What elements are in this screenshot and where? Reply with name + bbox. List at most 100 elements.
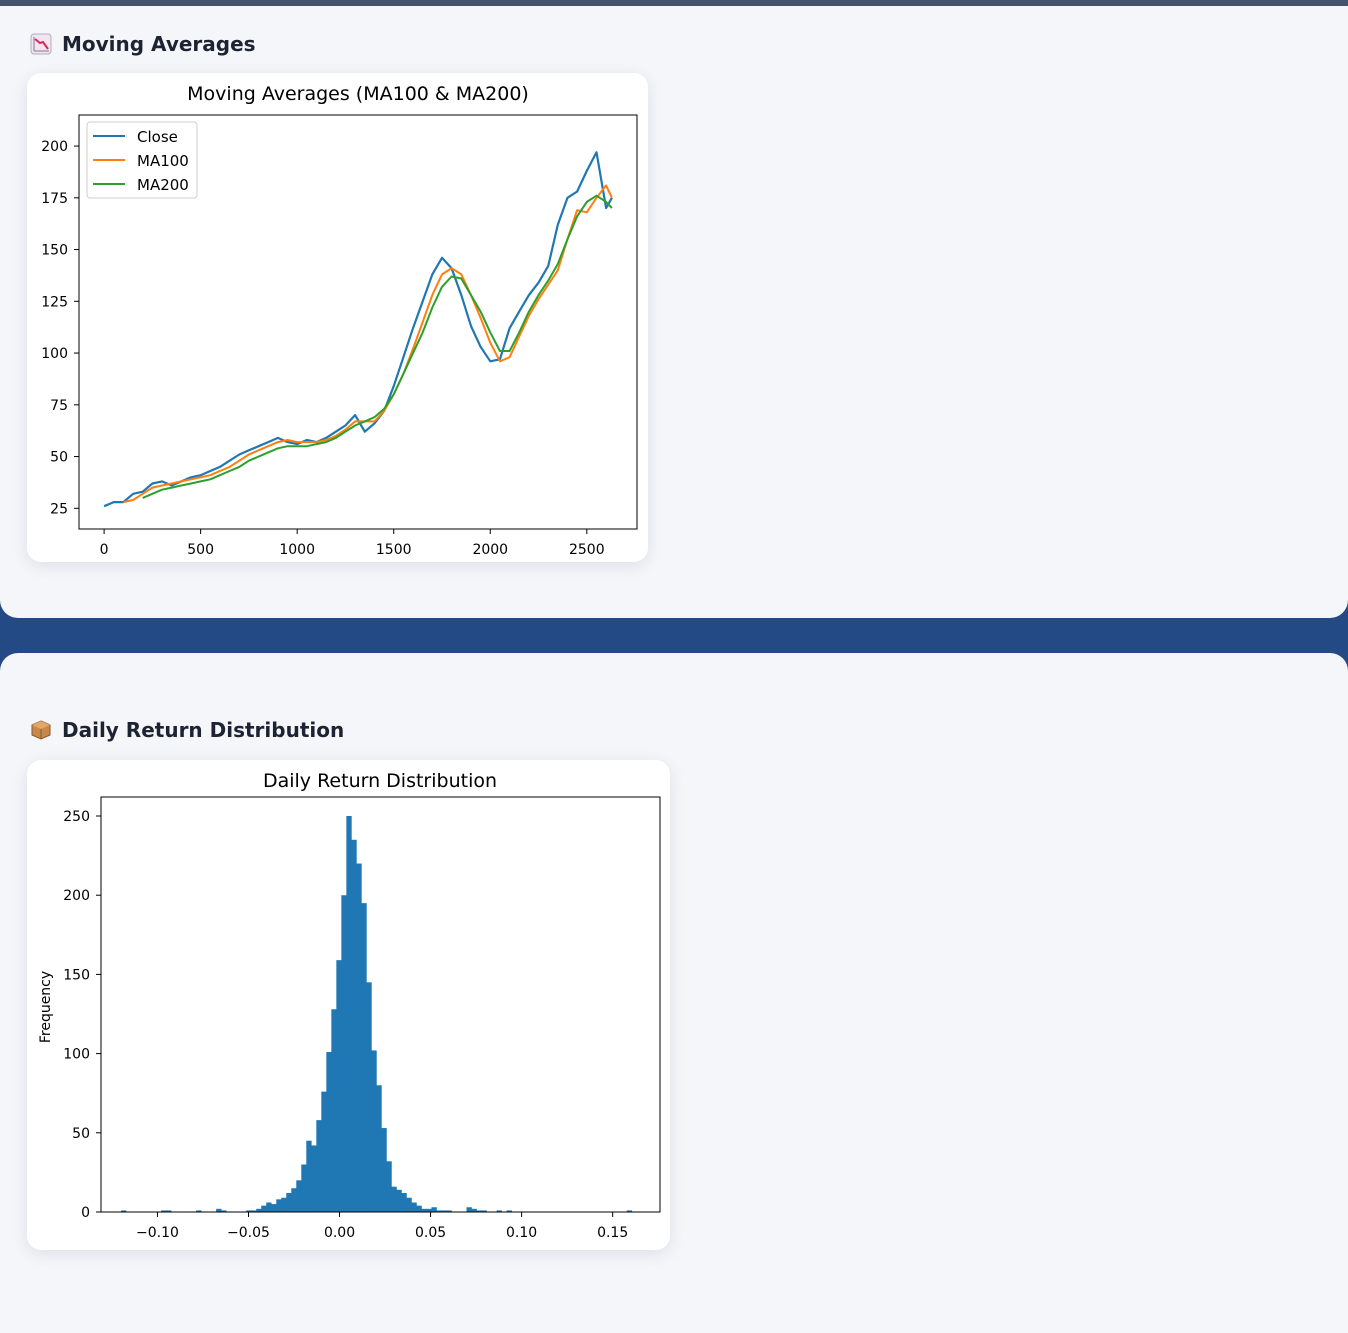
y-tick-label: 25 xyxy=(50,501,68,517)
histogram-bar xyxy=(216,1208,222,1212)
histogram-bar xyxy=(346,816,352,1212)
histogram-bar xyxy=(161,1210,167,1212)
histogram-bar xyxy=(331,1009,337,1212)
histogram-bar xyxy=(351,839,357,1212)
histogram-bar xyxy=(476,1210,482,1212)
histogram-bar xyxy=(121,1210,127,1212)
axis-ticks: 0 500 1000 1500 2000 2500 25 50 75 100 125 150 175 20… xyxy=(41,139,604,558)
chart-title: Daily Return Distribution xyxy=(263,770,497,792)
histogram-bar xyxy=(411,1202,417,1212)
histogram-bar xyxy=(356,863,362,1212)
histogram-bar xyxy=(426,1208,432,1212)
y-tick-label: 200 xyxy=(41,139,68,155)
histogram-bar xyxy=(256,1208,262,1212)
y-tick-label: 100 xyxy=(41,346,68,362)
histogram-bar xyxy=(196,1210,202,1212)
legend: Close MA100 MA200 xyxy=(86,121,198,199)
x-tick-label: −0.10 xyxy=(136,1225,179,1241)
y-tick-label: 50 xyxy=(72,1126,90,1142)
histogram-bar xyxy=(261,1205,267,1212)
histogram-bar xyxy=(296,1180,302,1212)
histogram-bar xyxy=(291,1188,297,1212)
histogram-bar xyxy=(286,1192,292,1212)
histogram-bar xyxy=(416,1205,422,1212)
series-line-ma200 xyxy=(142,194,613,499)
histogram-bar xyxy=(311,1145,317,1212)
histogram-bar xyxy=(166,1210,172,1212)
moving-averages-card: Moving Averages (MA100 & MA200) 0 500 1000… xyxy=(27,73,648,562)
y-tick-label: 175 xyxy=(41,191,68,207)
section-title-text: Moving Averages xyxy=(62,32,256,56)
legend-label-close: Close xyxy=(137,128,178,146)
y-tick-label: 100 xyxy=(63,1047,90,1063)
histogram-bar xyxy=(481,1210,487,1212)
legend-label-ma200: MA200 xyxy=(137,176,189,194)
histogram-bar xyxy=(466,1207,472,1212)
moving-averages-panel: Moving Averages Moving Averages (MA100 &… xyxy=(0,6,1348,618)
histogram-bar xyxy=(366,982,372,1212)
x-tick-label: 2500 xyxy=(569,542,605,558)
histogram-bar xyxy=(376,1085,382,1212)
axis-ticks: −0.10 −0.05 0.00 0.05 0.10 0.15 0 50 100 150 200 25… xyxy=(63,809,628,1241)
x-tick-label: −0.05 xyxy=(227,1225,270,1241)
top-strip xyxy=(0,0,1348,6)
histogram-bar xyxy=(496,1210,502,1212)
histogram-bar xyxy=(471,1208,477,1212)
y-tick-label: 0 xyxy=(81,1205,90,1221)
histogram-bar xyxy=(281,1197,287,1212)
x-tick-label: 0.00 xyxy=(324,1225,355,1241)
histogram-bar xyxy=(401,1192,407,1212)
x-tick-label: 0.10 xyxy=(506,1225,537,1241)
section-title-text: Daily Return Distribution xyxy=(62,718,345,742)
histogram-bar xyxy=(371,1050,377,1212)
histogram-bar xyxy=(316,1120,322,1212)
x-tick-label: 0 xyxy=(100,542,109,558)
histogram-bar xyxy=(306,1140,312,1212)
chart-decreasing-icon xyxy=(30,33,52,55)
series-line-ma100 xyxy=(123,184,613,504)
x-tick-label: 0.15 xyxy=(597,1225,628,1241)
histogram-bars xyxy=(121,816,633,1212)
x-tick-label: 0.05 xyxy=(415,1225,446,1241)
y-tick-label: 150 xyxy=(41,243,68,259)
histogram-bar xyxy=(321,1091,327,1212)
histogram-bar xyxy=(626,1210,633,1212)
y-tick-label: 200 xyxy=(63,888,90,904)
y-tick-label: 125 xyxy=(41,294,68,310)
y-tick-label: 75 xyxy=(50,398,68,414)
section-title-moving-averages: Moving Averages xyxy=(30,30,256,58)
package-icon xyxy=(30,719,52,741)
histogram-bar xyxy=(361,903,367,1212)
histogram-bar xyxy=(396,1189,402,1212)
y-tick-label: 150 xyxy=(63,967,90,983)
y-tick-label: 250 xyxy=(63,809,90,825)
histogram-bar xyxy=(246,1210,252,1212)
moving-averages-chart: Moving Averages (MA100 & MA200) 0 500 1000… xyxy=(41,83,638,558)
y-tick-label: 50 xyxy=(50,450,68,466)
histogram-bar xyxy=(446,1210,452,1212)
return-distribution-card: Daily Return Distribution −0.10 −0.05 0.00… xyxy=(27,760,670,1250)
return-distribution-chart: Daily Return Distribution −0.10 −0.05 0.00… xyxy=(38,770,661,1241)
x-tick-label: 1000 xyxy=(279,542,315,558)
histogram-bar xyxy=(301,1164,307,1212)
histogram-bar xyxy=(431,1207,437,1212)
plot-area xyxy=(100,796,661,1213)
section-title-return-distribution: Daily Return Distribution xyxy=(30,716,344,744)
legend-label-ma100: MA100 xyxy=(137,152,189,170)
y-axis-label: Frequency xyxy=(38,971,54,1043)
series-lines xyxy=(103,151,613,508)
histogram-bar xyxy=(406,1197,412,1212)
histogram-bar xyxy=(326,1052,332,1212)
histogram-bar xyxy=(266,1202,272,1212)
histogram-bar xyxy=(436,1210,442,1212)
histogram-bar xyxy=(381,1128,387,1212)
x-tick-label: 2000 xyxy=(472,542,508,558)
histogram-bar xyxy=(506,1210,512,1212)
histogram-bar xyxy=(336,960,342,1212)
histogram-bar xyxy=(341,895,347,1212)
legend-box xyxy=(86,121,198,199)
histogram-bar xyxy=(421,1208,427,1212)
histogram-bar xyxy=(386,1161,392,1212)
x-tick-label: 1500 xyxy=(376,542,412,558)
histogram-bar xyxy=(441,1210,447,1212)
